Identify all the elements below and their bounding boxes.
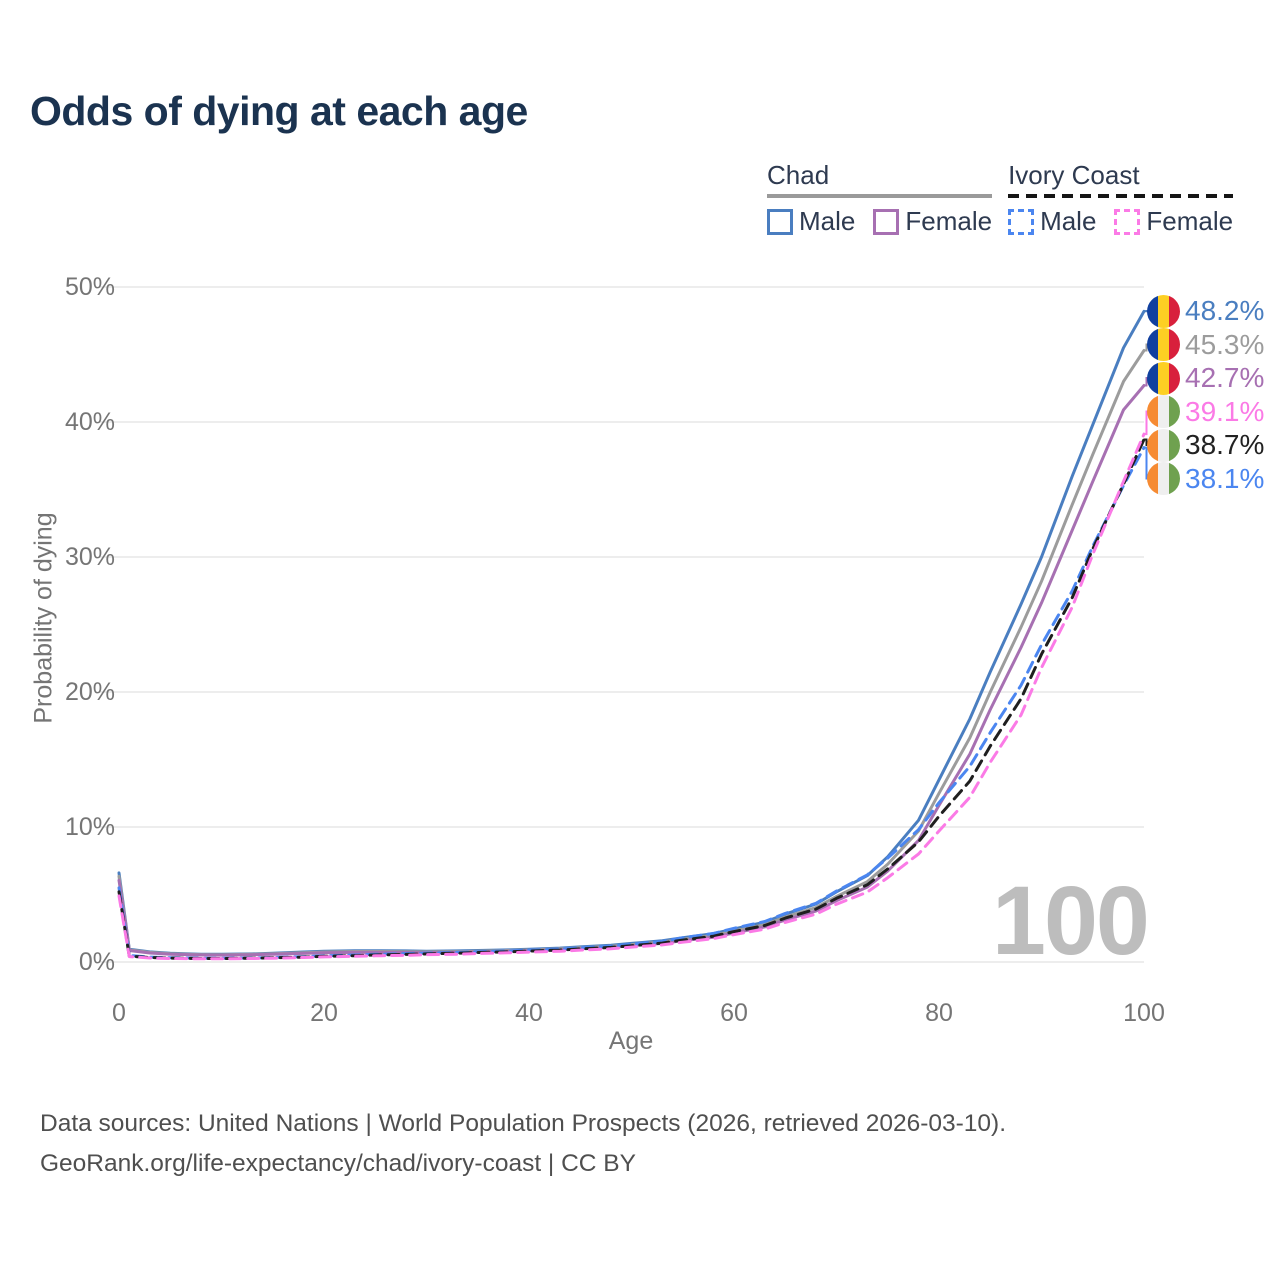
y-tick-label-40: 40% <box>64 408 115 436</box>
end-label-row-ivory-coast-female: 39.1% <box>1147 395 1264 428</box>
chad-flag-icon <box>1147 294 1180 328</box>
legend-underline-ivory-coast-dashed <box>1008 194 1234 198</box>
end-label-row-chad-total: 45.3% <box>1147 328 1264 361</box>
legend-label: Female <box>905 206 993 236</box>
y-tick-label-50: 50% <box>64 273 115 301</box>
y-tick-label-20: 20% <box>64 678 115 706</box>
footer-url-line: GeoRank.org/life-expectancy/chad/ivory-c… <box>40 1150 636 1177</box>
legend: Chad Male Female Ivory Coast Male Female <box>767 160 1234 237</box>
age-counter-watermark: 100 <box>992 866 1150 975</box>
x-tick-label-100: 100 <box>1123 999 1165 1027</box>
legend-group-ivory-coast: Ivory Coast Male Female <box>1008 160 1234 237</box>
legend-item-ivory-coast-male[interactable]: Male <box>1008 206 1096 237</box>
x-tick-label-20: 20 <box>310 999 338 1027</box>
y-tick-label-0: 0% <box>78 948 115 976</box>
ivory-coast-flag-icon <box>1147 395 1180 428</box>
legend-label: Male <box>799 206 856 236</box>
ivory-coast-flag-icon <box>1147 428 1180 462</box>
legend-group-title-ivory-coast[interactable]: Ivory Coast <box>1008 160 1140 190</box>
chad-flag-icon <box>1147 361 1180 395</box>
footer: Data sources: United Nations | World Pop… <box>40 1104 1006 1184</box>
series-line-ic_female <box>117 432 1146 961</box>
x-tick-label-40: 40 <box>515 999 543 1027</box>
y-tick-label-30: 30% <box>64 543 115 571</box>
end-label-value: 42.7% <box>1185 362 1265 393</box>
series-line-ic_total <box>117 438 1146 960</box>
end-label-row-chad-male: 48.2% <box>1147 294 1265 328</box>
footer-source-line: Data sources: United Nations | World Pop… <box>40 1110 1007 1137</box>
series-line-chad_male <box>117 309 1146 956</box>
end-label-value: 39.1% <box>1185 395 1265 427</box>
legend-group-chad: Chad Male Female <box>767 160 993 237</box>
end-label-row-ivory-coast-male: 38.1% <box>1147 462 1264 495</box>
end-label-row-chad-female: 42.7% <box>1147 361 1265 395</box>
series-layer <box>117 309 1149 961</box>
legend-items-chad: Male Female <box>767 206 992 237</box>
legend-item-ivory-coast-female[interactable]: Female <box>1114 206 1233 237</box>
end-label-value: 48.2% <box>1185 295 1265 326</box>
line-style-swatch-ivory-coast-female <box>1114 208 1141 235</box>
end-label-value: 45.3% <box>1185 328 1265 360</box>
legend-underline-chad-solid <box>767 194 993 198</box>
line-style-swatch-ivory-coast-male <box>1008 208 1035 235</box>
series-line-ic_male <box>117 446 1146 960</box>
y-axis-title: Probability of dying <box>29 512 58 724</box>
x-tick-label-0: 0 <box>112 999 126 1027</box>
end-label-value: 38.1% <box>1185 462 1265 494</box>
x-tick-label-80: 80 <box>925 999 953 1027</box>
chad-flag-icon <box>1147 328 1180 361</box>
end-label-row-ivory-coast-total: 38.7% <box>1147 428 1265 462</box>
legend-item-chad-female[interactable]: Female <box>873 206 992 237</box>
legend-label: Female <box>1146 206 1234 236</box>
line-style-swatch-chad-male <box>767 208 793 235</box>
legend-group-title-chad[interactable]: Chad <box>767 160 830 190</box>
y-tick-label-10: 10% <box>64 813 115 841</box>
x-tick-label-60: 60 <box>720 999 748 1027</box>
series-line-chad_total <box>117 349 1146 957</box>
page-title: Odds of dying at each age <box>30 88 528 134</box>
legend-items-ivory-coast: Male Female <box>1008 206 1233 237</box>
end-label-value: 38.7% <box>1185 429 1265 460</box>
legend-label: Male <box>1040 206 1097 236</box>
ivory-coast-flag-icon <box>1147 462 1180 495</box>
gridlines <box>100 286 1144 963</box>
x-axis-title: Age <box>608 1027 654 1055</box>
legend-item-chad-male[interactable]: Male <box>767 206 855 237</box>
line-style-swatch-chad-female <box>873 208 900 235</box>
